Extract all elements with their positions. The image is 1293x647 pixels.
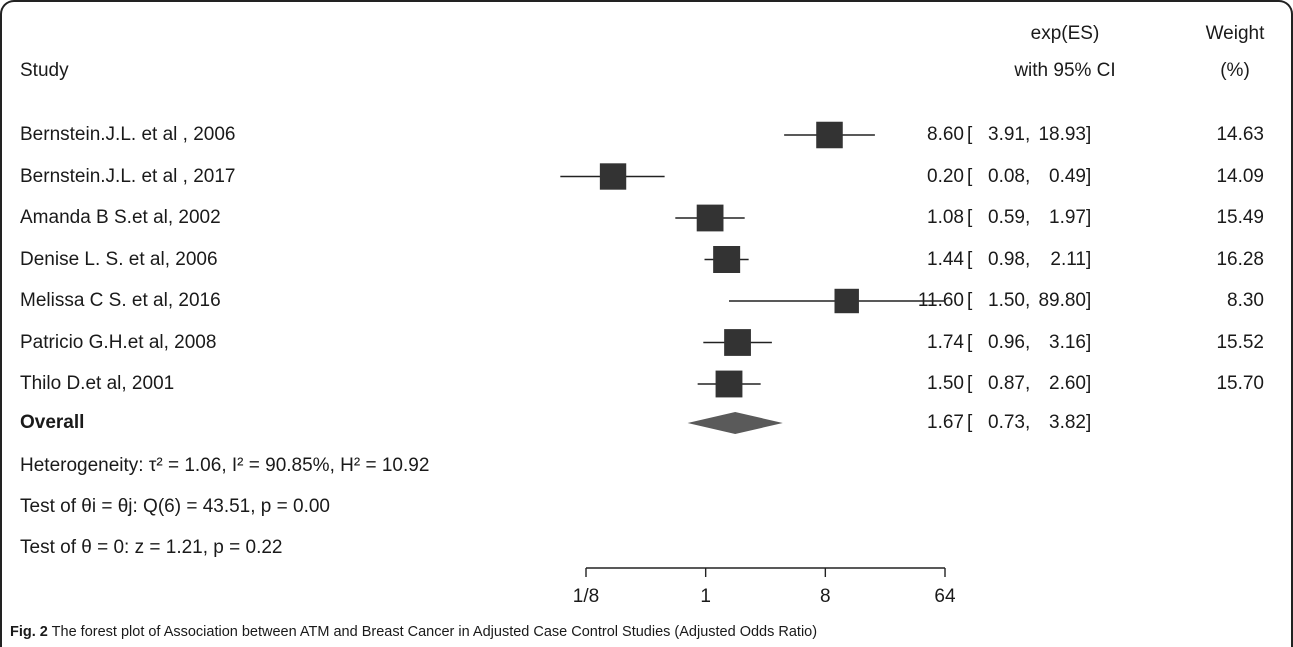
study-marker	[599, 163, 627, 190]
bracket-open: [	[967, 290, 973, 311]
header-es-line1: exp(ES)	[1030, 23, 1100, 44]
study-marker	[715, 370, 743, 398]
bracket-open: [	[967, 248, 973, 270]
x-axis-tick-label: 1/8	[573, 586, 599, 607]
study-ci-lower: 0.96	[988, 331, 1025, 353]
bracket-close: ]	[1086, 373, 1092, 394]
overall-es: 1.67	[927, 412, 964, 433]
study-marker	[816, 121, 843, 149]
ci-comma: ,	[1025, 248, 1031, 270]
overall-ci-upper: 3.82	[1049, 412, 1086, 433]
header-study: Study	[20, 60, 69, 81]
study-weight: 15.70	[1216, 373, 1264, 394]
ci-comma: ,	[1025, 207, 1031, 228]
bracket-open: [	[967, 373, 973, 394]
study-name: Bernstein.J.L. et al , 2017	[20, 165, 236, 187]
caption-label: Fig. 2	[10, 624, 48, 640]
bracket-open: [	[967, 207, 973, 228]
study-ci-lower: 0.08	[988, 165, 1025, 187]
study-ci-lower: 0.98	[988, 248, 1025, 270]
ci-comma: ,	[1025, 412, 1031, 433]
bracket-close: ]	[1086, 290, 1092, 311]
bracket-close: ]	[1086, 165, 1092, 187]
study-name: Thilo D.et al, 2001	[20, 373, 175, 394]
study-es: 0.20	[927, 165, 964, 187]
study-ci-upper: 89.80	[1038, 290, 1086, 311]
study-ci-lower: 0.87	[988, 373, 1025, 394]
study-weight: 8.30	[1227, 290, 1264, 311]
bracket-open: [	[967, 331, 973, 353]
study-es: 1.44	[927, 248, 964, 270]
caption-text: The forest plot of Association between A…	[51, 624, 818, 640]
study-es: 8.60	[927, 124, 964, 145]
overall-ci-lower: 0.73	[988, 412, 1025, 433]
study-marker	[713, 246, 741, 273]
bracket-close: ]	[1086, 124, 1092, 145]
study-name: Melissa C S. et al, 2016	[20, 290, 221, 311]
study-weight: 15.49	[1216, 207, 1264, 228]
study-weight: 14.63	[1216, 124, 1264, 145]
bracket-open: [	[967, 124, 973, 145]
ci-comma: ,	[1025, 373, 1031, 394]
study-es: 1.74	[927, 331, 964, 353]
ci-comma: ,	[1025, 290, 1031, 311]
study-name: Denise L. S. et al, 2006	[20, 248, 218, 270]
overall-diamond	[687, 412, 783, 434]
bracket-close: ]	[1086, 412, 1092, 433]
study-ci-lower: 3.91	[988, 124, 1025, 145]
study-ci-upper: 2.11	[1050, 248, 1086, 270]
study-marker	[834, 288, 859, 314]
bracket-open: [	[967, 165, 973, 187]
x-axis-tick-label: 64	[934, 586, 956, 607]
header-es-line2: with 95% CI	[1014, 60, 1116, 81]
study-ci-upper: 18.93	[1038, 124, 1086, 145]
study-name: Patricio G.H.et al, 2008	[20, 331, 217, 353]
study-ci-upper: 0.49	[1049, 165, 1086, 187]
test-theta-0-note: Test of θ = 0: z = 1.21, p = 0.22	[20, 537, 283, 558]
study-ci-lower: 0.59	[988, 207, 1025, 228]
x-axis-tick-label: 1	[700, 586, 711, 607]
study-name: Amanda B S.et al, 2002	[20, 207, 221, 228]
header-weight-line2: (%)	[1220, 60, 1250, 81]
bracket-close: ]	[1086, 248, 1092, 270]
study-es: 1.50	[927, 373, 964, 394]
ci-comma: ,	[1025, 331, 1031, 353]
bracket-close: ]	[1086, 207, 1092, 228]
study-ci-lower: 1.50	[988, 290, 1025, 311]
study-weight: 15.52	[1216, 331, 1264, 353]
ci-comma: ,	[1025, 124, 1031, 145]
study-ci-upper: 2.60	[1049, 373, 1086, 394]
study-marker	[696, 204, 724, 232]
study-ci-upper: 1.97	[1049, 207, 1086, 228]
overall-label: Overall	[20, 412, 85, 433]
heterogeneity-note: Heterogeneity: τ² = 1.06, I² = 90.85%, H…	[20, 455, 430, 476]
study-es: 1.08	[927, 207, 964, 228]
study-weight: 16.28	[1216, 248, 1264, 270]
ci-comma: ,	[1025, 165, 1031, 187]
figure-caption: Fig. 2 The forest plot of Association be…	[10, 623, 817, 641]
test-theta-i-note: Test of θi = θj: Q(6) = 43.51, p = 0.00	[20, 496, 330, 517]
header-weight-line1: Weight	[1205, 23, 1265, 44]
x-axis-tick-label: 8	[820, 586, 831, 607]
study-ci-upper: 3.16	[1049, 331, 1086, 353]
bracket-open: [	[967, 412, 973, 433]
bracket-close: ]	[1086, 331, 1092, 353]
study-weight: 14.09	[1216, 165, 1264, 187]
study-marker	[724, 329, 751, 356]
study-name: Bernstein.J.L. et al , 2006	[20, 124, 236, 145]
